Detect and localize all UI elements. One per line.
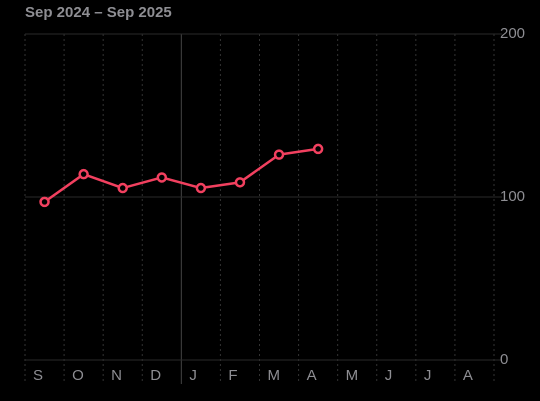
x-tick-label: J [189,367,197,384]
data-point [117,182,128,194]
y-tick-label: 200 [500,25,525,42]
y-tick-label: 100 [500,188,525,205]
x-tick-label: M [346,367,359,384]
data-point [234,177,246,188]
data-point [78,168,89,180]
x-tick-label: M [268,367,281,384]
x-tick-label: A [307,367,317,384]
data-point [156,172,168,183]
x-tick-label: J [424,367,432,384]
data-point [312,143,324,155]
data-point [195,182,207,194]
x-tick-label: S [33,367,43,384]
x-tick-label: F [228,367,237,384]
x-tick-label: D [150,367,161,384]
data-line [43,147,319,203]
x-tick-label: J [385,367,393,384]
x-tick-label: O [72,367,84,384]
data-point [39,196,50,208]
chart-title: Sep 2024 – Sep 2025 [25,4,172,21]
x-tick-label: N [111,367,122,384]
y-tick-label: 0 [500,351,508,368]
x-tick-label: A [463,367,473,384]
data-point [273,149,285,160]
